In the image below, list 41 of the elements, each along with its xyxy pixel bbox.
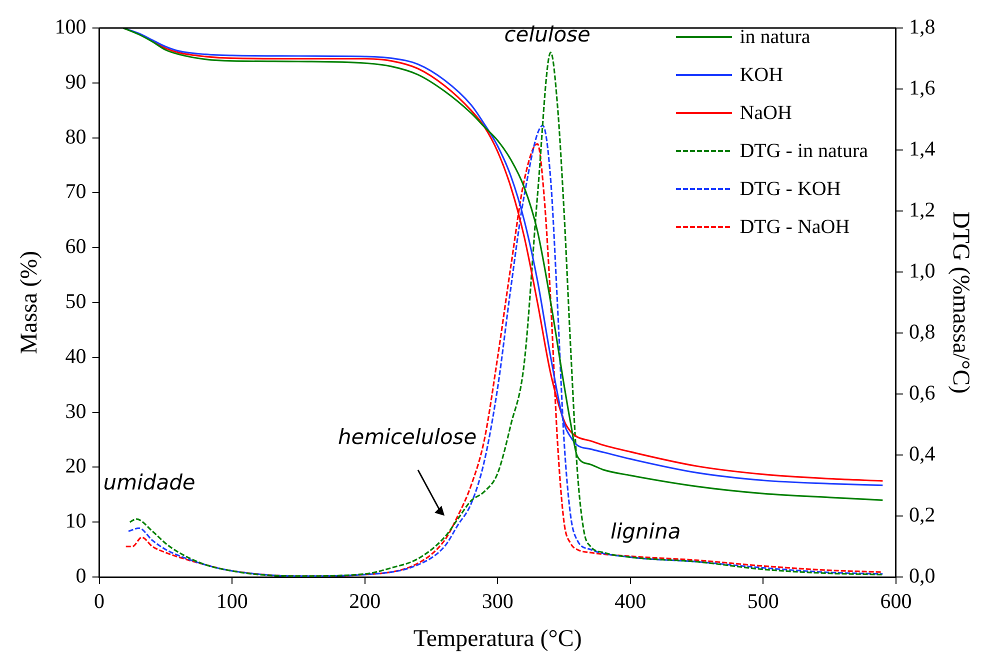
y-tick-label: 10 [65, 508, 86, 533]
y2-tick-label: 1,8 [908, 14, 936, 39]
y2-tick-label: 1,6 [908, 76, 936, 100]
x-tick-label: 300 [482, 589, 514, 614]
legend-label: DTG - NaOH [740, 216, 850, 238]
y2-tick-label: 0,8 [908, 320, 936, 344]
y-tick-label: 60 [65, 234, 86, 258]
x-tick-label: 200 [349, 589, 381, 614]
legend-label: DTG - KOH [740, 178, 841, 200]
x-tick-label: 0 [94, 589, 105, 614]
y-tick-label: 20 [65, 454, 86, 478]
y-tick-label: 30 [65, 398, 86, 423]
y-tick-label: 50 [65, 289, 86, 314]
y-tick-label: 100 [54, 14, 86, 39]
y-axis-title: Massa (%) [16, 250, 43, 354]
x-tick-label: 500 [747, 589, 779, 614]
y2-axis-title: DTG (%massa/°C) [947, 211, 974, 394]
legend-label: in natura [740, 26, 810, 48]
legend-label: NaOH [740, 102, 792, 124]
x-axis-title: Temperatura (°C) [413, 626, 582, 652]
y-tick-label: 0 [76, 564, 86, 588]
y2-tick-label: 1,4 [908, 136, 936, 161]
y-tick-label: 80 [65, 124, 86, 148]
annotation: umidade [103, 470, 196, 495]
y-tick-label: 90 [65, 69, 86, 94]
y-tick-label: 40 [65, 344, 86, 368]
y2-tick-label: 0,2 [908, 502, 936, 527]
y2-tick-label: 0,6 [908, 380, 936, 405]
annotation: lignina [610, 519, 681, 544]
y-tick-label: 70 [65, 179, 86, 204]
y2-tick-label: 1,2 [908, 198, 936, 222]
x-tick-label: 600 [880, 589, 912, 614]
y2-tick-label: 0,4 [908, 442, 936, 466]
x-tick-label: 100 [216, 589, 248, 614]
legend-label: DTG - in natura [740, 140, 868, 162]
annotation: hemicelulose [338, 424, 477, 449]
legend-label: KOH [740, 64, 784, 86]
annotation: celulose [504, 22, 590, 46]
y2-tick-label: 1,0 [908, 258, 936, 283]
x-tick-label: 400 [614, 589, 646, 614]
y2-tick-label: 0,0 [908, 564, 936, 588]
